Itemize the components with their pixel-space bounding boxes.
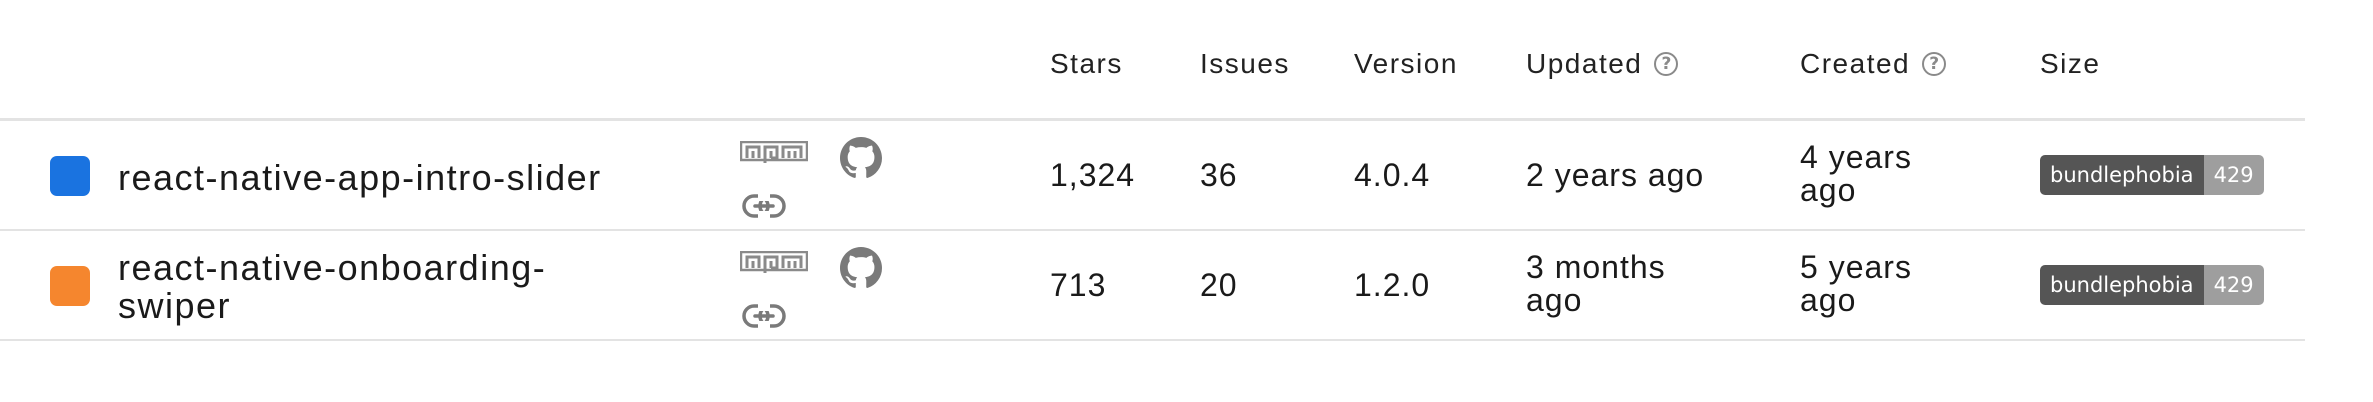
created-value: 5 years ago [1800,249,1912,318]
column-header-updated[interactable]: Updated ? [1526,48,1679,80]
github-icon[interactable] [840,137,882,179]
stars-value: 1,324 [1050,157,1136,193]
badge-label: bundlephobia [2040,265,2204,305]
badge-value: 429 [2203,265,2264,305]
bundlephobia-badge[interactable]: bundlephobia 429 [2040,155,2264,195]
issues-value: 36 [1200,157,1238,193]
npm-icon[interactable] [740,141,808,167]
created-value: 4 years ago [1800,139,1912,208]
package-name-link[interactable]: react-native-app-intro-slider [118,157,602,198]
badge-label: bundlephobia [2040,155,2204,195]
color-swatch [50,156,90,196]
column-header-issues[interactable]: Issues [1200,48,1290,79]
link-icon[interactable] [742,303,786,331]
updated-value: 2 years ago [1526,157,1705,193]
badge-value: 429 [2203,155,2264,195]
table-row: react-native-onboarding-swiper 713 20 1.… [0,231,2305,341]
table-row: react-native-app-intro-slider 1,324 36 4… [0,121,2305,231]
link-icon[interactable] [742,193,786,221]
column-header-version[interactable]: Version [1354,48,1458,79]
bundlephobia-badge[interactable]: bundlephobia 429 [2040,265,2264,305]
issues-value: 20 [1200,267,1238,303]
github-icon[interactable] [840,247,882,289]
color-swatch [50,266,90,306]
column-header-created[interactable]: Created ? [1800,48,1947,80]
npm-icon[interactable] [740,251,808,277]
column-header-stars[interactable]: Stars [1050,48,1123,79]
column-header-size[interactable]: Size [2040,48,2101,79]
help-icon[interactable]: ? [1922,52,1947,76]
version-value: 4.0.4 [1354,157,1431,193]
version-value: 1.2.0 [1354,267,1431,303]
packages-table: Stars Issues Version Updated ? Created ?… [0,0,2305,341]
help-icon[interactable]: ? [1654,52,1679,76]
package-name-link[interactable]: react-native-onboarding-swiper [118,247,547,326]
stars-value: 713 [1050,267,1107,303]
table-header: Stars Issues Version Updated ? Created ?… [0,0,2305,121]
updated-value: 3 months ago [1526,249,1666,318]
